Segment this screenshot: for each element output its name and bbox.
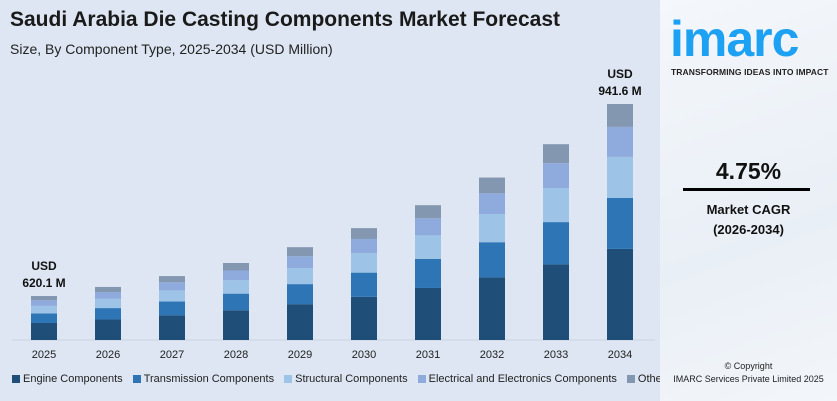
x-tick-label: 2028 <box>224 349 248 361</box>
bar-segment-2028-3 <box>223 270 249 281</box>
x-tick-label: 2025 <box>32 349 56 361</box>
bar-segment-2027-1 <box>159 301 185 316</box>
x-tick-label: 2030 <box>352 349 376 361</box>
bar-segment-2027-2 <box>159 290 185 302</box>
bar-segment-2030-1 <box>351 272 377 297</box>
bar-segment-2025-3 <box>31 300 57 306</box>
legend-label: Engine Components <box>23 373 123 385</box>
cagr-label: Market CAGR (2026-2034) <box>660 200 837 240</box>
x-tick-label: 2029 <box>288 349 312 361</box>
bar-segment-2025-2 <box>31 305 57 314</box>
legend-item: Structural Components <box>284 373 408 385</box>
chart-subtitle: Size, By Component Type, 2025-2034 (USD … <box>10 41 333 57</box>
divider <box>683 188 810 191</box>
legend-swatch <box>417 375 426 383</box>
bar-segment-2034-2 <box>607 156 633 198</box>
bar-segment-2032-3 <box>479 193 505 214</box>
bar-segment-2034-1 <box>607 197 633 249</box>
bar-segment-2032-2 <box>479 213 505 243</box>
legend-item: Transmission Components <box>132 373 275 385</box>
data-label: 941.6 M <box>598 84 641 98</box>
legend-item: Engine Components <box>12 373 123 385</box>
bar-segment-2031-0 <box>415 287 441 340</box>
copyright: © Copyright <box>724 361 773 371</box>
data-label: USD <box>607 67 633 81</box>
bar-segment-2027-3 <box>159 282 185 291</box>
bar-segment-2033-0 <box>543 264 569 340</box>
bar-segment-2029-0 <box>287 304 313 340</box>
bar-segment-2032-4 <box>479 177 505 194</box>
legend-swatch <box>284 375 293 383</box>
x-tick-label: 2026 <box>96 349 120 361</box>
bar-segment-2026-0 <box>95 319 121 340</box>
legend-item: Electrical and Electronics Components <box>417 373 617 385</box>
bar-segment-2028-4 <box>223 262 249 271</box>
bar-segment-2034-4 <box>607 104 633 127</box>
legend-label: Structural Components <box>295 373 408 385</box>
bar-segment-2029-1 <box>287 284 313 305</box>
bar-segment-2031-3 <box>415 218 441 236</box>
bar-segment-2028-2 <box>223 280 249 294</box>
bar-segment-2026-2 <box>95 298 121 309</box>
legend-label: Transmission Components <box>143 373 275 385</box>
bar-segment-2031-2 <box>415 235 441 259</box>
company-name: IMARC Services Private Limited 2025 <box>673 374 824 384</box>
bar-segment-2030-4 <box>351 228 377 239</box>
bar-segment-2031-1 <box>415 258 441 288</box>
bar-segment-2029-3 <box>287 256 313 268</box>
bar-segment-2028-1 <box>223 293 249 311</box>
logo-tagline: TRANSFORMING IDEAS INTO IMPACT <box>671 67 829 77</box>
bar-segment-2025-4 <box>31 296 57 301</box>
bar-segment-2026-4 <box>95 286 121 293</box>
bar-segment-2029-2 <box>287 267 313 285</box>
x-tick-label: 2033 <box>544 349 568 361</box>
legend-label: Electrical and Electronics Components <box>428 373 617 385</box>
legend-swatch <box>12 375 20 383</box>
legend: Engine Components Transmission Components… <box>12 373 671 385</box>
cagr-label-text: Market CAGR <box>706 202 791 217</box>
stacked-bar-chart: 2025 2026 2027 2028 2029 2030 2031 2032 2033 2034… <box>12 67 655 361</box>
bar-segment-2025-1 <box>31 313 57 324</box>
cagr-period: (2026-2034) <box>713 222 784 237</box>
legend-swatch <box>132 375 141 383</box>
bar-segment-2033-2 <box>543 188 569 223</box>
chart-title: Saudi Arabia Die Casting Components Mark… <box>10 8 561 31</box>
x-tick-label: 2031 <box>416 349 440 361</box>
bar-segment-2033-3 <box>543 163 569 189</box>
bar-segment-2030-0 <box>351 296 377 340</box>
cagr-value: 4.75% <box>715 158 782 184</box>
chart-panel: Saudi Arabia Die Casting Components Mark… <box>0 0 671 401</box>
data-label: 620.1 M <box>22 276 65 290</box>
bar-segment-2033-1 <box>543 222 569 265</box>
bar-segment-2033-4 <box>543 144 569 164</box>
x-tick-label: 2034 <box>608 349 632 361</box>
bar-segment-2032-1 <box>479 242 505 278</box>
bar-segment-2026-3 <box>95 292 121 299</box>
bar-segment-2028-0 <box>223 310 249 340</box>
summary-panel: imarc TRANSFORMING IDEAS INTO IMPACT 4.7… <box>660 0 837 401</box>
bar-segment-2034-3 <box>607 126 633 157</box>
bar-segment-2031-4 <box>415 205 441 219</box>
x-tick-label: 2032 <box>480 349 504 361</box>
bar-segment-2032-0 <box>479 277 505 340</box>
bar-segment-2026-1 <box>95 308 121 320</box>
x-tick-label: 2027 <box>160 349 184 361</box>
bar-segment-2030-2 <box>351 253 377 273</box>
legend-swatch <box>626 375 635 383</box>
bar-segment-2034-0 <box>607 248 633 340</box>
bar-segment-2030-3 <box>351 238 377 254</box>
bar-segment-2027-0 <box>159 315 185 340</box>
bar-segment-2025-0 <box>31 323 57 340</box>
bar-segment-2027-4 <box>159 276 185 283</box>
imarc-logo: imarc <box>670 11 799 67</box>
bar-segment-2029-4 <box>287 247 313 257</box>
data-label: USD <box>31 259 57 273</box>
